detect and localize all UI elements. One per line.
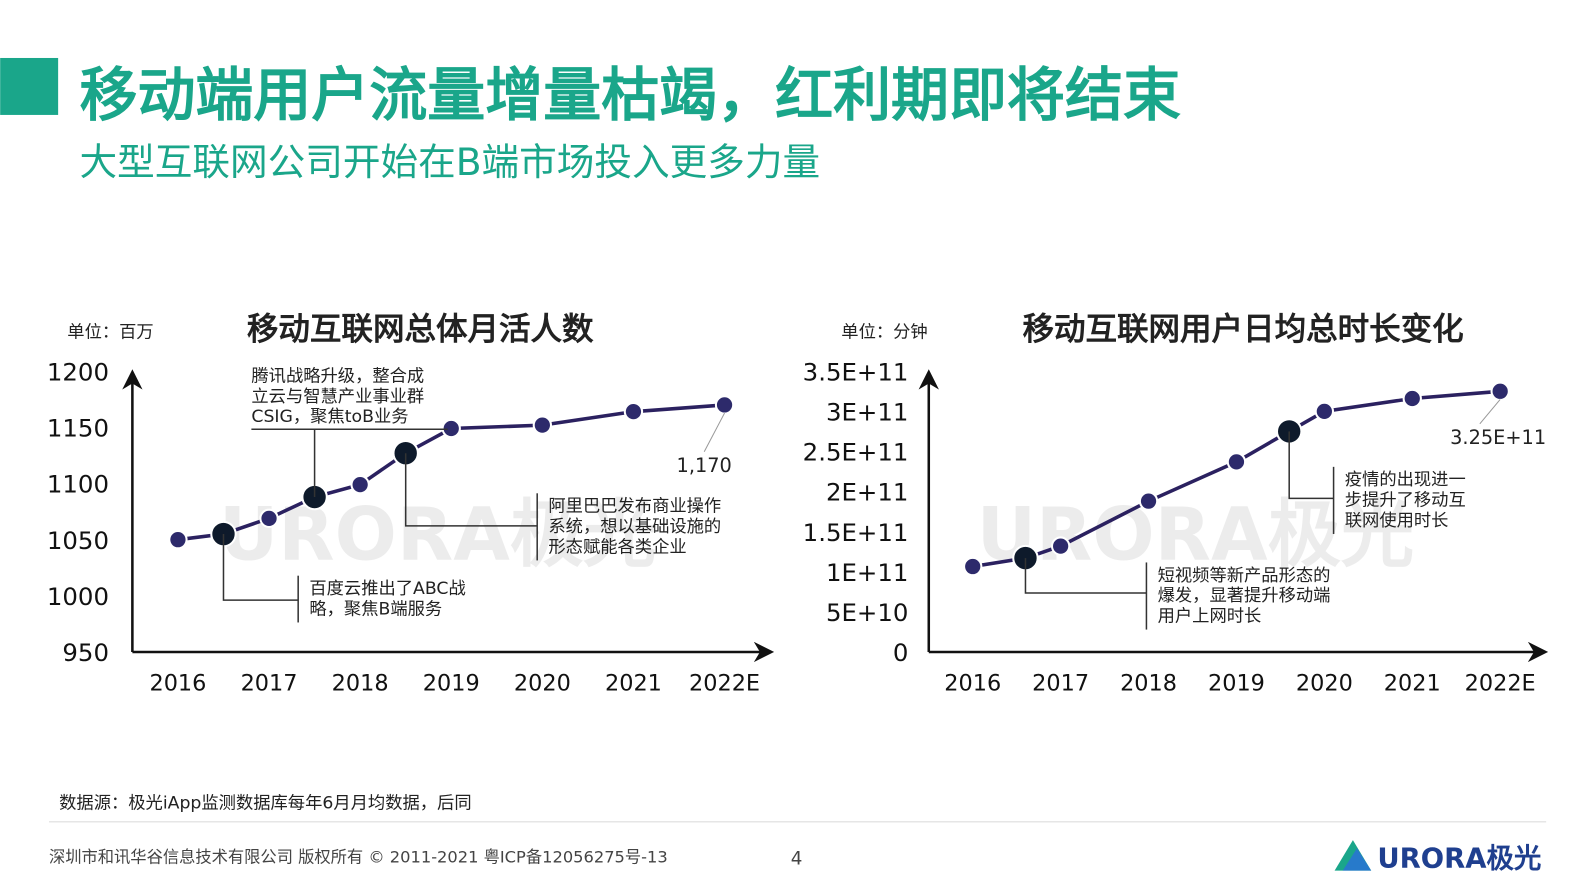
y-tick-label: 5E+10 (826, 598, 908, 627)
marker (1138, 491, 1159, 511)
logo-icon (1342, 848, 1372, 871)
marker (1314, 401, 1335, 422)
page-number: 4 (791, 849, 803, 870)
x-tick-label: 2020 (514, 671, 571, 697)
value-label: 1,170 (677, 454, 732, 477)
header-accent (0, 57, 59, 115)
chart-title: 移动互联网用户日均总时长变化 (1022, 311, 1463, 348)
y-tick-label: 2E+11 (826, 478, 908, 507)
marker (168, 530, 188, 550)
x-tick-label: 2021 (1384, 671, 1441, 697)
annotation-text: 步提升了移动互 (1345, 491, 1466, 511)
y-tick-label: 1200 (47, 357, 109, 386)
x-tick-label: 2022E (689, 671, 760, 697)
watermark: URORA极光 (977, 492, 1415, 577)
source-note: 数据源：极光iApp监测数据库每年6月月均数据，后同 (59, 794, 471, 814)
annotation-text: 短视频等新产品形态的 (1158, 566, 1331, 586)
y-tick-label: 1000 (47, 582, 109, 611)
y-tick-label: 1E+11 (826, 558, 908, 587)
y-tick-label: 3.5E+11 (803, 357, 909, 386)
annotation-text: 立云与智慧产业事业群 (251, 387, 424, 407)
copyright: 深圳市和讯华谷信息技术有限公司 版权所有 © 2011-2021 粤ICP备12… (49, 848, 668, 867)
x-tick-label: 2019 (1208, 671, 1265, 697)
marker (1402, 388, 1422, 409)
marker (532, 415, 553, 435)
annotation-connector (1024, 558, 1147, 594)
y-tick-label: 0 (893, 638, 909, 667)
x-tick-label: 2017 (1032, 671, 1089, 697)
y-tick-label: 1.5E+11 (803, 518, 909, 547)
x-tick-label: 2017 (241, 671, 298, 697)
x-tick-label: 2016 (149, 671, 206, 697)
annotation-text: 腾讯战略升级，整合成 (251, 366, 424, 386)
logo-text: URORA极光 (1377, 844, 1541, 875)
annotation-text: 形态赋能各类企业 (548, 537, 686, 557)
data-line (177, 403, 725, 542)
x-tick-label: 2022E (1465, 671, 1536, 697)
y-tick-label: 1150 (47, 414, 109, 443)
unit-label: 单位：分钟 (841, 323, 927, 343)
y-tick-label: 3E+11 (826, 397, 908, 426)
y-tick-label: 1050 (47, 526, 109, 555)
page-title: 移动端用户流量增量枯竭，红利期即将结束 (79, 61, 1180, 129)
x-tick-label: 2016 (944, 671, 1001, 697)
marker (1226, 452, 1247, 472)
marker (259, 508, 279, 529)
x-tick-label: 2020 (1296, 671, 1353, 697)
marker (1490, 381, 1510, 401)
label-leader (1479, 399, 1501, 425)
marker (963, 556, 983, 577)
x-tick-label: 2021 (605, 671, 662, 697)
marker (714, 395, 735, 415)
page-subtitle: 大型互联网公司开始在B端市场投入更多力量 (79, 140, 820, 184)
marker (623, 402, 644, 422)
annotation-text: 爆发，显著提升移动端 (1158, 586, 1331, 606)
annotation-connector (222, 534, 299, 601)
annotation-connector (404, 453, 538, 527)
annotation-text: 系统，想以基础设施的 (548, 517, 721, 537)
value-label: 3.25E+11 (1450, 426, 1546, 449)
y-tick-label: 950 (62, 638, 109, 667)
x-tick-label: 2019 (423, 671, 480, 697)
unit-label: 单位：百万 (67, 323, 153, 343)
marker (350, 474, 370, 495)
annotation-text: 略，聚焦B端服务 (309, 599, 442, 619)
annotation-text: 疫情的出现进一 (1345, 470, 1466, 490)
x-tick-label: 2018 (332, 671, 389, 697)
annotation-text: CSIG，聚焦toB业务 (251, 407, 408, 427)
marker (1050, 536, 1071, 556)
annotation-text: 用户上网时长 (1158, 606, 1262, 626)
y-tick-label: 1100 (47, 470, 109, 499)
chart-title: 移动互联网总体月活人数 (247, 312, 594, 348)
y-tick-label: 2.5E+11 (803, 438, 909, 467)
label-leader (703, 412, 726, 452)
annotation-connector (1288, 431, 1334, 500)
x-tick-label: 2018 (1120, 671, 1177, 697)
annotation-text: 百度云推出了ABC战 (309, 579, 465, 599)
annotation-text: 阿里巴巴发布商业操作 (548, 497, 721, 517)
annotation-text: 联网使用时长 (1345, 510, 1449, 531)
